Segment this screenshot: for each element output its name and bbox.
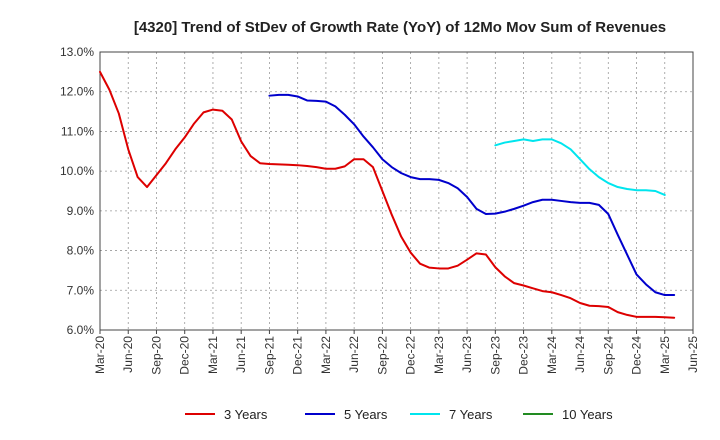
legend-label: 5 Years [344,407,388,422]
x-tick-label: Mar-20 [93,336,107,374]
x-tick-label: Dec-22 [404,336,418,375]
chart-title: [4320] Trend of StDev of Growth Rate (Yo… [134,19,666,36]
y-tick-label: 8.0% [67,244,95,258]
legend-label: 3 Years [224,407,268,422]
y-tick-label: 7.0% [67,283,95,297]
x-tick-label: Sep-23 [488,336,502,375]
grid-layer [100,52,693,330]
x-tick-label: Jun-20 [121,336,135,373]
x-tick-label: Mar-21 [206,336,220,374]
series-line-5-years [268,93,676,297]
x-tick-label: Jun-24 [573,336,587,373]
x-tick-label: Dec-24 [630,336,644,375]
x-tick-label: Sep-21 [262,336,276,375]
x-tick-label: Sep-20 [149,336,163,375]
plot-frame [99,51,694,331]
x-tick-label: Jun-25 [686,336,700,373]
legend-label: 7 Years [449,407,493,422]
x-tick-label: Dec-20 [178,336,192,375]
legend: 3 Years 5 Years 7 Years 10 Years [185,407,613,422]
series-line-3-years [99,70,676,319]
x-tick-label: Sep-22 [375,336,389,375]
x-axis: Mar-20 Jun-20 Sep-20 Dec-20 Mar-21 Jun-21 Sep-… [93,330,700,375]
series-line-7-years [494,138,666,196]
y-tick-label: 10.0% [60,164,94,178]
y-tick-label: 6.0% [67,323,95,337]
x-tick-label: Mar-23 [432,336,446,374]
y-tick-label: 11.0% [61,124,94,138]
y-axis: 6.0% 7.0% 8.0% 9.0% 10.0% 11.0% 12.0% 13.0% [60,45,94,337]
legend-label: 10 Years [562,407,613,422]
series-layer [99,70,676,319]
y-tick-label: 9.0% [67,204,95,218]
x-tick-label: Mar-24 [545,336,559,374]
x-tick-label: Mar-25 [658,336,672,374]
x-tick-label: Dec-23 [517,336,531,375]
y-tick-label: 12.0% [60,85,94,99]
y-tick-label: 13.0% [60,45,94,59]
x-tick-label: Dec-21 [291,336,305,375]
x-tick-label: Mar-22 [319,336,333,374]
x-tick-label: Sep-24 [601,336,615,375]
x-tick-label: Jun-22 [347,336,361,373]
x-tick-label: Jun-21 [234,336,248,373]
x-tick-label: Jun-23 [460,336,474,373]
